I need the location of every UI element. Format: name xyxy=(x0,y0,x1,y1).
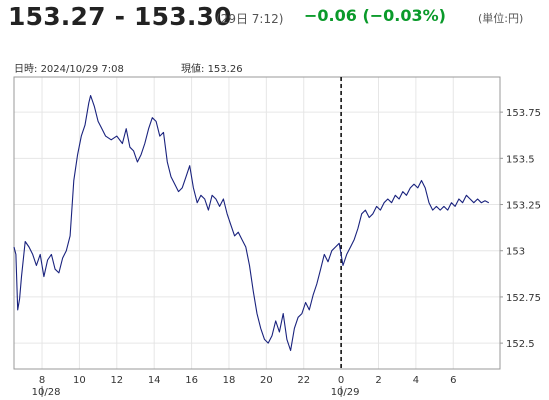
y-tick-label: 152.75 xyxy=(506,293,541,304)
x-tick-label: 8 xyxy=(39,375,45,386)
plot-area-border xyxy=(13,76,501,370)
unit-label: (単位:円) xyxy=(478,12,524,25)
current-value: 153.26 xyxy=(207,64,243,75)
price-change: −0.06 (−0.03%) xyxy=(304,6,446,25)
x-tick-label: 14 xyxy=(148,375,161,386)
price-line xyxy=(13,94,490,352)
x-tick-label: 4 xyxy=(413,375,419,386)
y-tick-label: 152.5 xyxy=(506,339,535,350)
current-label: 現値: xyxy=(181,64,205,75)
datetime-label: 日時: xyxy=(14,64,38,75)
x-tick-label: 6 xyxy=(450,375,456,386)
hover-current-price: 現値: 153.26 xyxy=(181,60,243,75)
date-label: 10/29 xyxy=(331,387,360,398)
price-range: 153.27 - 153.30 xyxy=(8,2,232,31)
x-tick-label: 10 xyxy=(73,375,86,386)
x-tick-label: 2 xyxy=(375,375,381,386)
y-tick-label: 153.75 xyxy=(506,108,541,119)
date-label: 10/28 xyxy=(32,387,61,398)
y-tick-label: 153 xyxy=(506,247,525,258)
datetime-value: 2024/10/29 7:08 xyxy=(40,64,124,75)
y-tick-label: 153.25 xyxy=(506,201,541,212)
x-tick-label: 20 xyxy=(260,375,273,386)
x-tick-label: 18 xyxy=(223,375,236,386)
quote-header: 153.27 - 153.30 (29日 7:12) −0.06 (−0.03%… xyxy=(0,0,549,40)
quote-time: (29日 7:12) xyxy=(216,12,284,26)
x-tick-label: 12 xyxy=(110,375,123,386)
x-tick-label: 22 xyxy=(297,375,310,386)
hover-datetime: 日時: 2024/10/29 7:08 xyxy=(14,60,124,75)
x-tick-label: 0 xyxy=(338,375,344,386)
x-tick-label: 16 xyxy=(185,375,198,386)
y-tick-label: 153.5 xyxy=(506,154,535,165)
